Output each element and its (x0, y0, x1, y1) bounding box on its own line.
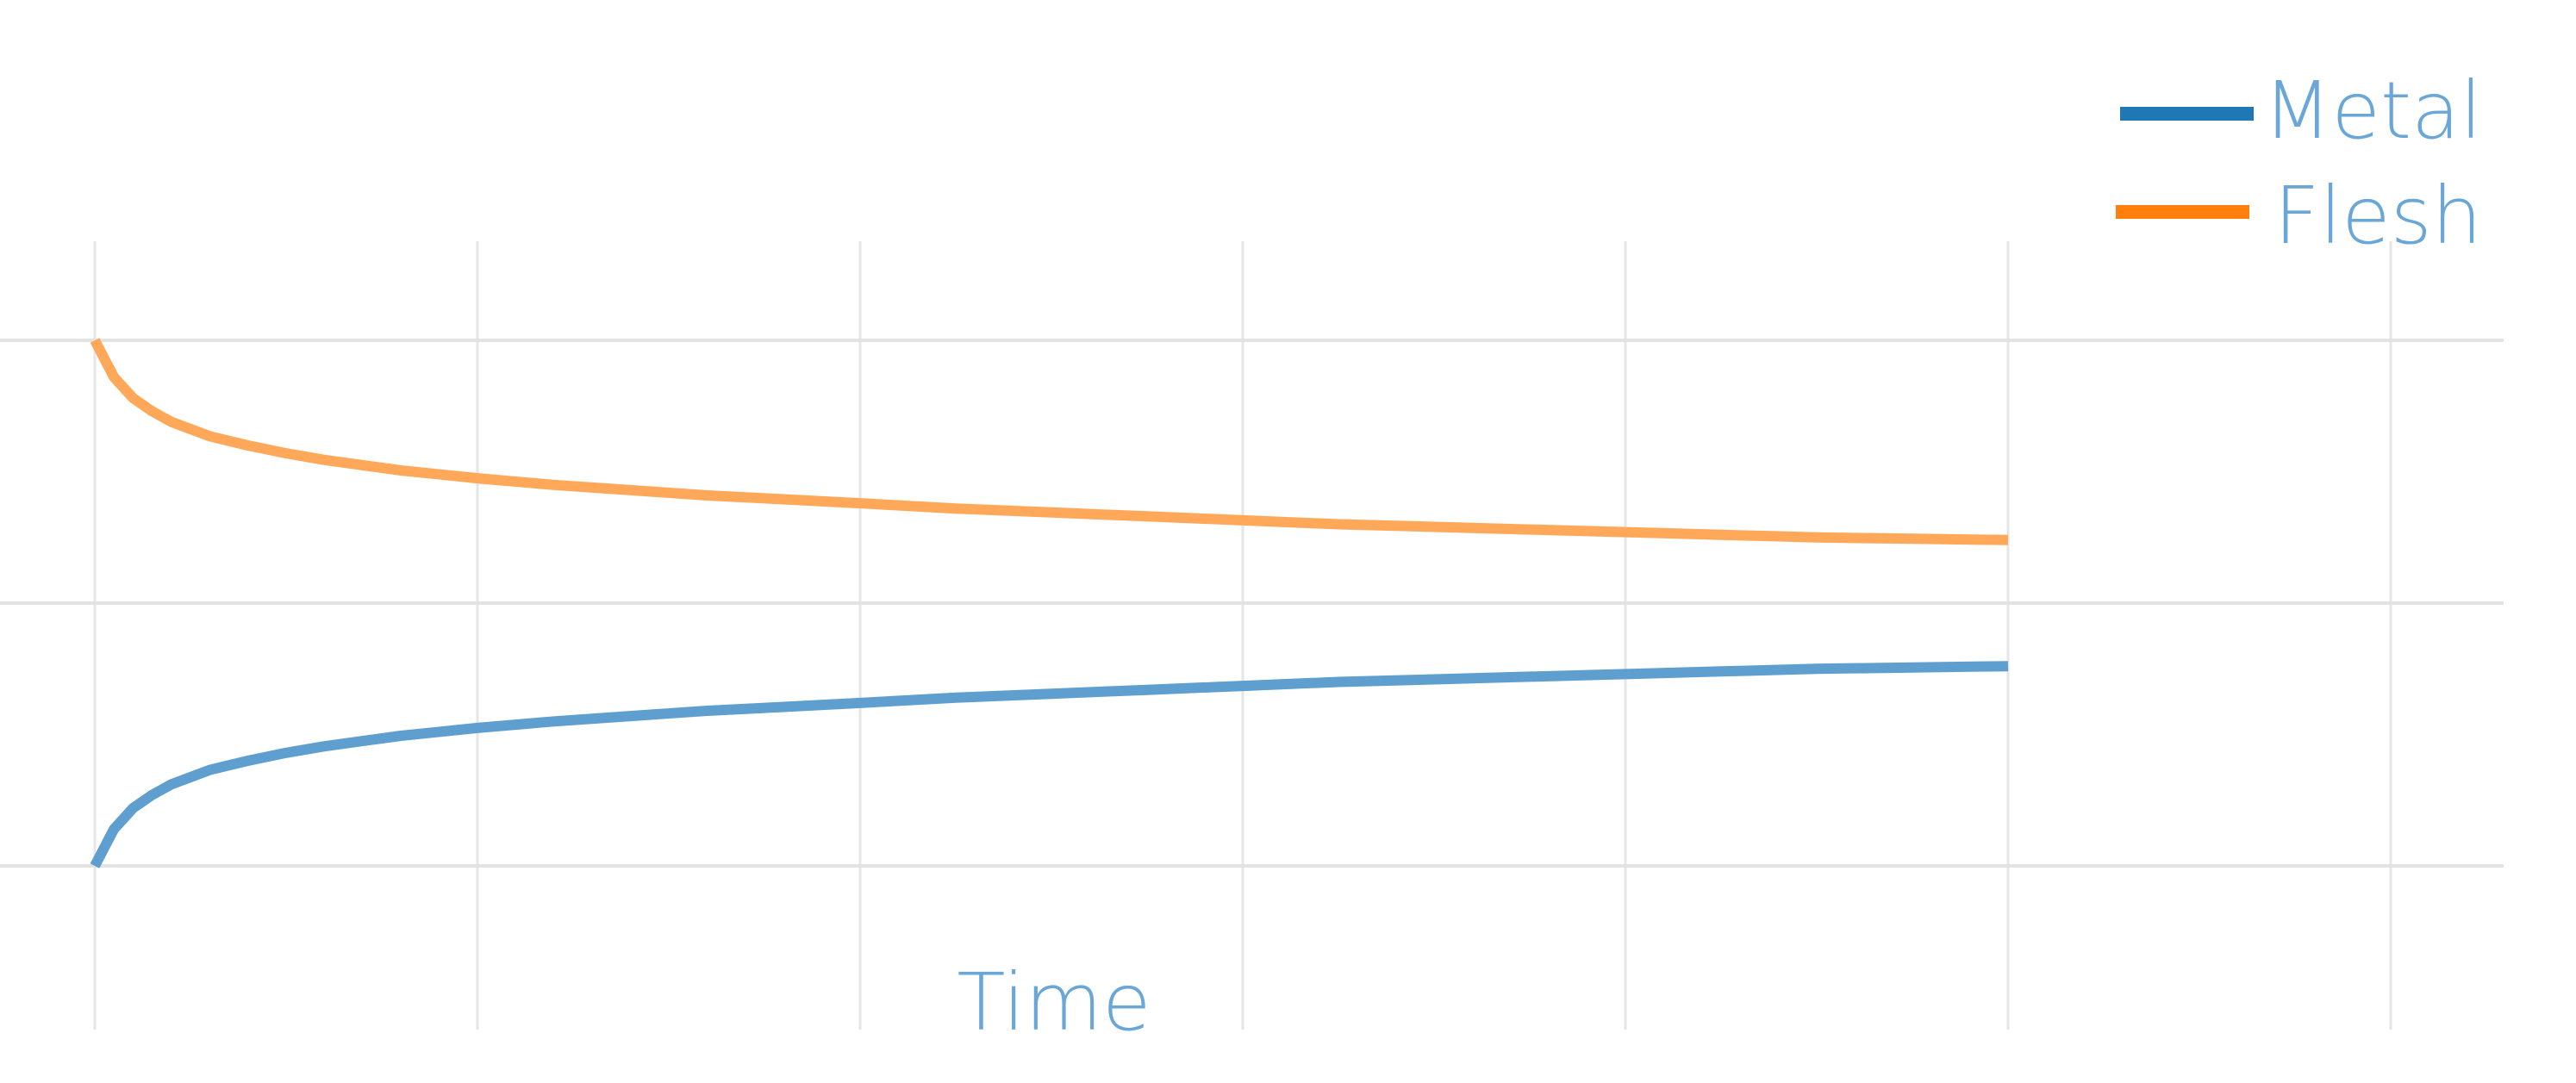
grid (0, 241, 2504, 1030)
series-line-flesh (90, 338, 2009, 545)
legend-label-metal: Metal (2263, 65, 2482, 157)
legend-label-flesh: Flesh (2274, 170, 2482, 262)
x-axis-label: Time (957, 956, 1151, 1049)
series-group (90, 338, 2009, 868)
series-line-metal (90, 661, 2009, 868)
legend: Metal Flesh (2116, 65, 2482, 262)
